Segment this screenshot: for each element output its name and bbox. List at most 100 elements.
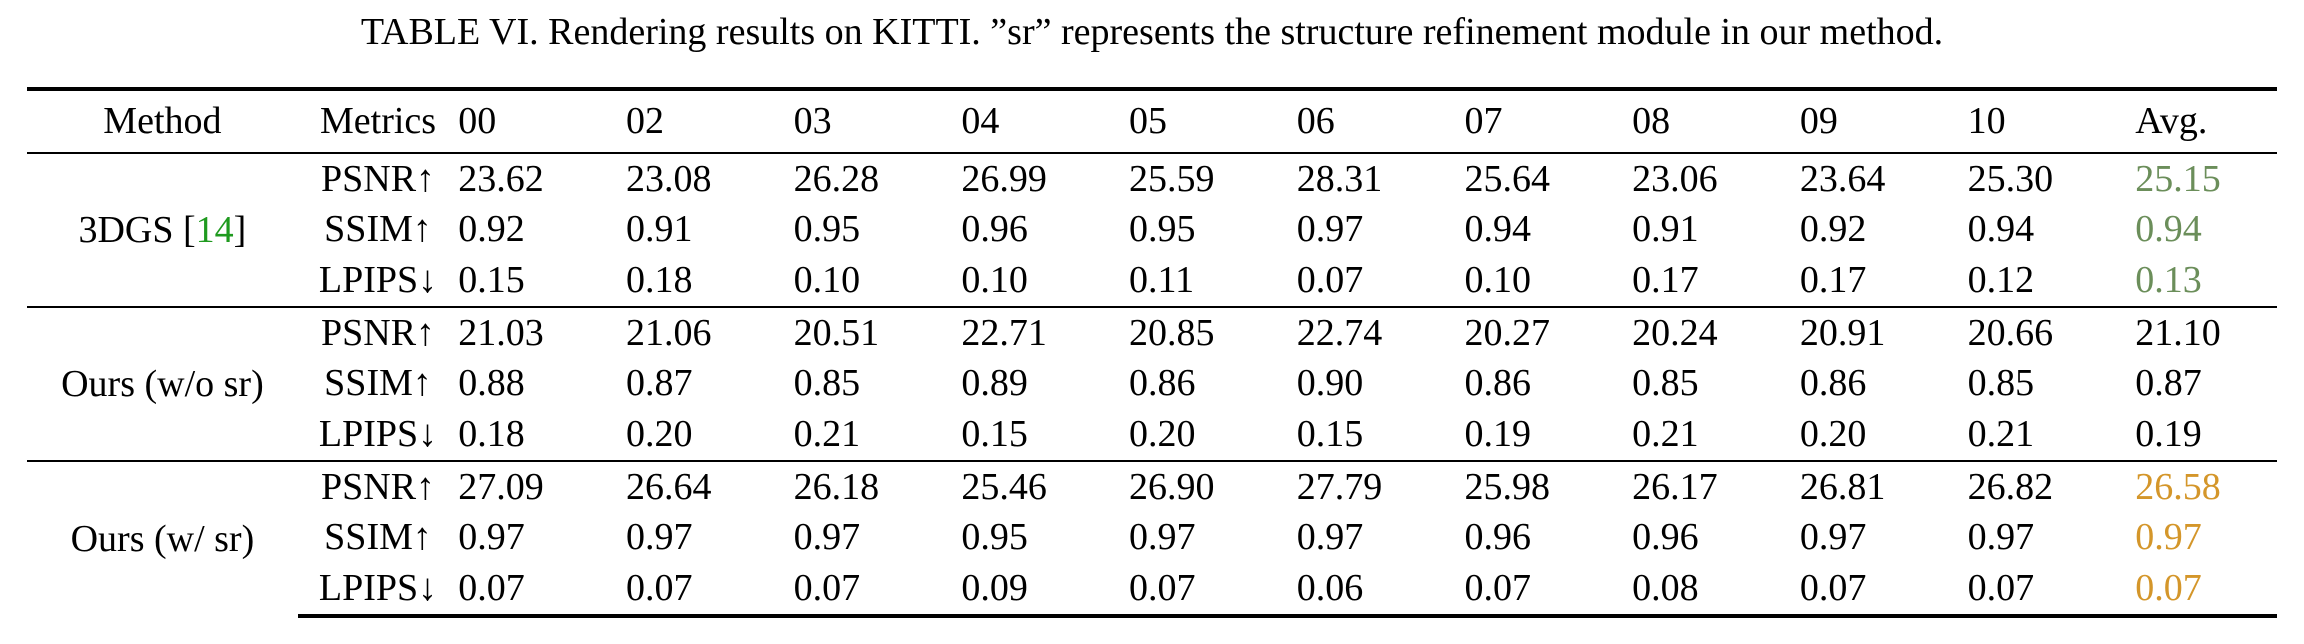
citation-link[interactable]: 14	[195, 208, 234, 251]
value-cell: 0.85	[793, 361, 861, 404]
column-header: 10	[1967, 87, 2136, 154]
metric-label: PSNR↑	[297, 306, 459, 358]
value-cell: 26.17	[1632, 460, 1800, 512]
method-cell: Ours (w/ sr)	[27, 460, 298, 616]
value-cell: 0.10	[961, 258, 1028, 301]
value-cell: 0.97	[1799, 515, 1867, 558]
value-cell: 0.89	[961, 361, 1028, 404]
column-header: 03	[793, 87, 962, 154]
value-cell: 0.94	[1464, 207, 1531, 250]
value-cell: 0.07	[458, 562, 626, 618]
value-cell: 0.07	[1799, 562, 1968, 618]
value-cell: 0.09	[961, 562, 1130, 618]
table-row: SSIM↑ 0.97 0.97 0.97 0.95 0.97 0.97 0.96 0.96 0.9…	[27, 512, 2277, 562]
value-cell: 0.92	[458, 207, 525, 250]
value-cell: 22.74	[1296, 306, 1465, 358]
value-cell: 0.97	[1296, 207, 1364, 250]
method-group: Ours (w/o sr) PSNR↑ 21.03 21.06 20.51 22.71 20…	[27, 306, 2277, 461]
value-cell: 0.20	[1799, 412, 1867, 455]
value-cell: 0.95	[793, 207, 861, 250]
value-cell: 23.06	[1632, 152, 1800, 204]
value-cell: 0.20	[625, 412, 693, 455]
table-row: 3DGS [14] PSNR↑ 23.62 23.08 26.28 26.99 25.59 2…	[27, 152, 2277, 307]
table-row: Ours (w/ sr) PSNR↑ 27.09 26.64 26.18 25.46 26.…	[27, 460, 2277, 616]
value-cell: 0.18	[625, 258, 693, 301]
value-cell: 0.97	[1967, 515, 2035, 558]
value-cell: 0.88	[458, 361, 525, 404]
average-cell: 0.19	[2135, 412, 2202, 455]
value-cell: 0.18	[458, 412, 525, 455]
value-cell: 0.92	[1799, 207, 1867, 250]
value-cell: 26.64	[625, 460, 794, 512]
value-cell: 0.06	[1296, 562, 1465, 618]
value-cell: 25.98	[1464, 460, 1633, 512]
value-cell: 0.86	[1129, 361, 1196, 404]
value-cell: 0.21	[793, 412, 861, 455]
average-cell: 26.58	[2135, 460, 2277, 512]
average-cell: 0.07	[2135, 562, 2277, 618]
value-cell: 26.82	[1967, 460, 2136, 512]
column-header: 04	[961, 87, 1130, 154]
method-group: 3DGS [14] PSNR↑ 23.62 23.08 26.28 26.99 25.59 2…	[27, 152, 2277, 307]
column-header: 06	[1296, 87, 1465, 154]
value-cell: 21.03	[458, 306, 626, 358]
value-cell: 0.20	[1129, 412, 1196, 455]
value-cell: 26.28	[793, 152, 962, 204]
value-cell: 0.07	[1967, 562, 2136, 618]
value-cell: 0.96	[1464, 515, 1531, 558]
column-header: 02	[625, 87, 794, 154]
value-cell: 20.51	[793, 306, 962, 358]
table-caption: TABLE VI. Rendering results on KITTI. ”s…	[360, 11, 1944, 53]
value-cell: 0.21	[1632, 412, 1699, 455]
value-cell: 25.46	[961, 460, 1130, 512]
value-cell: 0.07	[1296, 258, 1364, 301]
value-cell: 26.18	[793, 460, 962, 512]
value-cell: 26.99	[961, 152, 1130, 204]
column-header: 08	[1632, 87, 1800, 154]
method-group: Ours (w/ sr) PSNR↑ 27.09 26.64 26.18 25.46 26.…	[27, 460, 2277, 618]
value-cell: 20.66	[1967, 306, 2136, 358]
value-cell: 26.90	[1129, 460, 1297, 512]
value-cell: 0.21	[1967, 412, 2035, 455]
method-name: Ours (w/o sr)	[61, 362, 264, 405]
value-cell: 27.09	[458, 460, 626, 512]
column-header: Avg.	[2135, 87, 2277, 154]
value-cell: 0.91	[625, 207, 693, 250]
value-cell: 20.24	[1632, 306, 1800, 358]
value-cell: 0.96	[961, 207, 1028, 250]
value-cell: 0.91	[1632, 207, 1699, 250]
method-name: 3DGS	[78, 208, 174, 251]
value-cell: 0.10	[1464, 258, 1531, 301]
value-cell: 0.97	[1129, 515, 1196, 558]
table-row: LPIPS↓ 0.07 0.07 0.07 0.09 0.07 0.06 0.07 0.08 0.…	[27, 562, 2277, 618]
column-header: 07	[1464, 87, 1633, 154]
value-cell: 0.94	[1967, 207, 2035, 250]
value-cell: 0.85	[1967, 361, 2035, 404]
value-cell: 0.15	[1296, 412, 1364, 455]
value-cell: 0.17	[1799, 258, 1867, 301]
table-row: Ours (w/o sr) PSNR↑ 21.03 21.06 20.51 22.71 20…	[27, 306, 2277, 461]
column-header: 05	[1129, 87, 1297, 154]
metric-label: SSIM↑	[324, 207, 432, 250]
value-cell: 0.07	[625, 562, 794, 618]
value-cell: 28.31	[1296, 152, 1465, 204]
value-cell: 20.91	[1799, 306, 1968, 358]
value-cell: 0.07	[793, 562, 962, 618]
value-cell: 23.08	[625, 152, 794, 204]
value-cell: 21.06	[625, 306, 794, 358]
column-header: 00	[458, 87, 626, 154]
average-cell: 21.10	[2135, 306, 2277, 358]
average-cell: 25.15	[2135, 152, 2277, 204]
header-row: Method Metrics 00 02 03 04 05 06 07 08 0…	[27, 87, 2277, 154]
value-cell: 0.12	[1967, 258, 2035, 301]
table-row: SSIM↑ 0.92 0.91 0.95 0.96 0.95 0.97 0.94 0.91 0.9…	[27, 204, 2277, 254]
value-cell: 0.11	[1129, 258, 1195, 301]
value-cell: 0.15	[961, 412, 1028, 455]
results-table: Method Metrics 00 02 03 04 05 06 07 08 0…	[27, 87, 2277, 618]
column-header: 09	[1799, 87, 1968, 154]
value-cell: 23.62	[458, 152, 626, 204]
value-cell: 23.64	[1799, 152, 1968, 204]
value-cell: 0.07	[1129, 562, 1297, 618]
table-row: SSIM↑ 0.88 0.87 0.85 0.89 0.86 0.90 0.86 0.85 0.8…	[27, 358, 2277, 408]
value-cell: 0.07	[1464, 562, 1633, 618]
